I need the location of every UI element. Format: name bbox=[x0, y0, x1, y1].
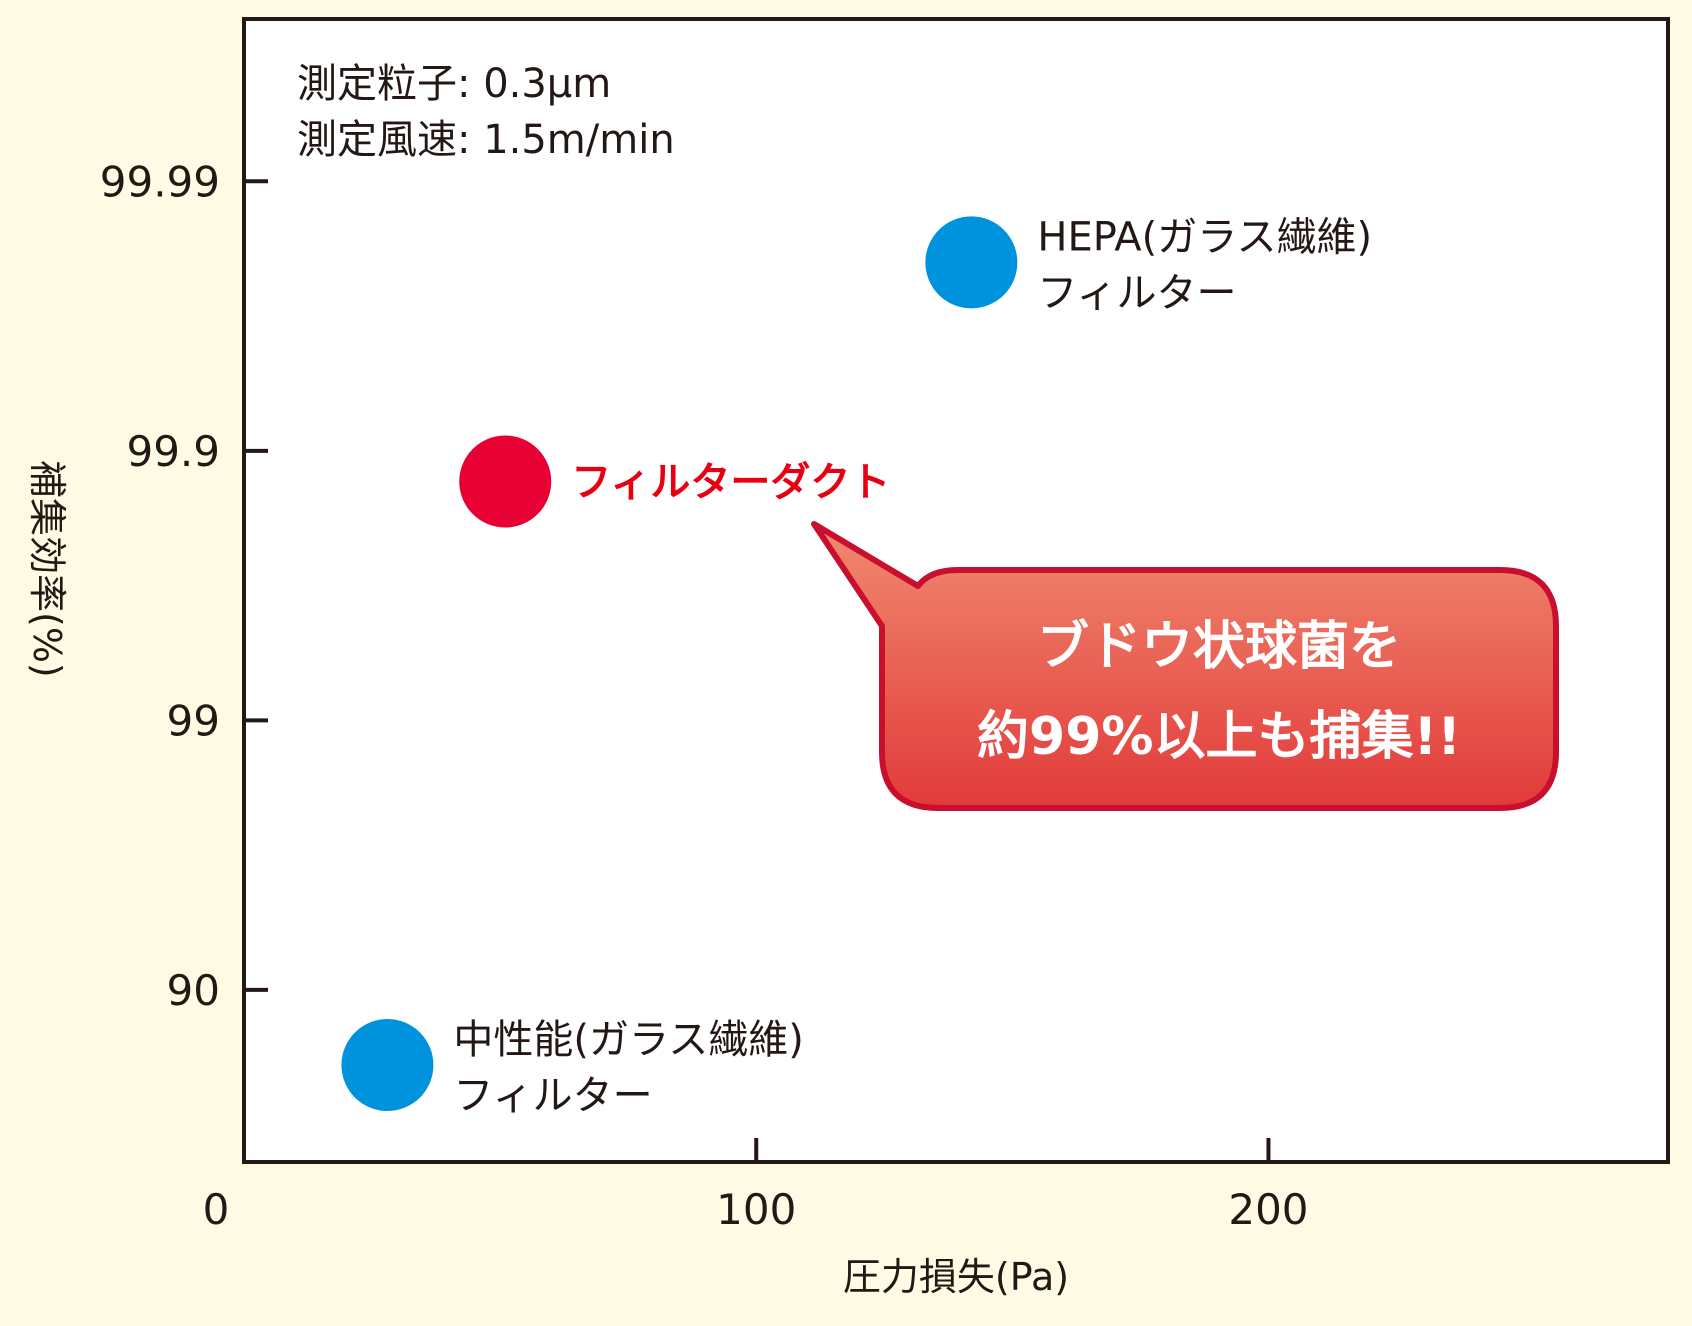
point-filter bbox=[341, 1019, 434, 1112]
x-axis-ticks: 0 100 200 bbox=[203, 1138, 1309, 1234]
y-tick-label: 90 bbox=[167, 966, 220, 1015]
y-tick-label: 99.9 bbox=[126, 427, 220, 476]
condition-particle: 測定粒子: 0.3μm bbox=[297, 61, 611, 107]
point-label: フィルター bbox=[453, 1073, 652, 1119]
y-axis-ticks: 90 99 99.9 99.99 bbox=[100, 157, 268, 1015]
callout-shape bbox=[811, 521, 1559, 811]
point-label: フィルターダクト bbox=[571, 460, 890, 506]
callout-line-1: ブドウ状球菌を bbox=[1037, 617, 1401, 677]
point-label: フィルター bbox=[1037, 270, 1236, 316]
x-axis-title: 圧力損失(Pa) bbox=[843, 1255, 1069, 1299]
y-axis-title: 補集効率(%) bbox=[25, 460, 69, 678]
callout-bubble: ブドウ状球菌を 約99%以上も捕集!! bbox=[811, 521, 1559, 811]
x-tick-label: 200 bbox=[1228, 1185, 1308, 1234]
y-tick-label: 99 bbox=[167, 696, 220, 745]
x-tick-label: 100 bbox=[716, 1185, 796, 1234]
point-label: 中性能(ガラス繊維) bbox=[453, 1017, 803, 1063]
point-filter bbox=[925, 216, 1018, 309]
y-tick-label: 99.99 bbox=[100, 157, 220, 206]
point-filter-duct bbox=[459, 435, 552, 528]
callout-line-2: 約99%以上も捕集!! bbox=[977, 707, 1461, 767]
condition-velocity: 測定風速: 1.5m/min bbox=[297, 117, 675, 163]
point-label: HEPA(ガラス繊維) bbox=[1037, 214, 1372, 260]
x-tick-label: 0 bbox=[203, 1185, 230, 1234]
